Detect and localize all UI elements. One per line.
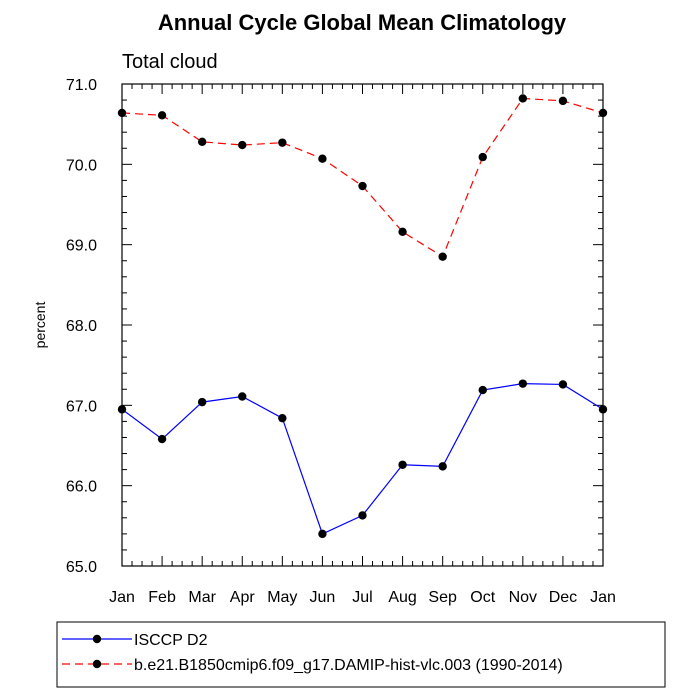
series-2-point [598, 108, 608, 118]
series-2-point [318, 154, 327, 163]
series-2-point [398, 227, 407, 237]
series-2-point [518, 94, 528, 103]
series-2-point [238, 140, 247, 150]
series-1-point [278, 413, 287, 423]
y-tick-label: 71.0 [66, 77, 97, 94]
series-2-point [278, 138, 287, 147]
y-tick-label: 66.0 [66, 479, 97, 496]
plot-frame [121, 83, 604, 567]
series-1-point [238, 392, 247, 401]
series-1-point [438, 462, 447, 471]
x-tick-label: Aug [388, 589, 416, 606]
y-tick-label: 69.0 [66, 238, 97, 255]
legend-label: ISCCP D2 [134, 632, 208, 649]
series-1-point [558, 380, 568, 389]
x-tick-label: Jan [590, 589, 616, 606]
x-tick-label: Apr [230, 589, 256, 606]
series-1-point [117, 405, 127, 414]
x-tick-label: Jan [109, 589, 135, 606]
y-tick-label: 68.0 [66, 318, 97, 335]
series-2-point [478, 152, 487, 162]
y-tick-label: 70.0 [66, 157, 97, 174]
legend-swatch-marker [92, 659, 102, 669]
series-2-point [117, 108, 127, 118]
x-tick-label: Jul [352, 589, 372, 606]
series-2-point [558, 96, 568, 106]
y-axis-label: percent [32, 302, 48, 349]
series-1-point [398, 460, 407, 469]
legend-swatch-marker [92, 634, 102, 644]
y-tick-label: 67.0 [66, 398, 97, 415]
series-1-point [478, 385, 487, 395]
legend-frame [56, 621, 666, 688]
series-2-line [121, 97, 604, 258]
series-1-point [157, 434, 167, 444]
x-tick-label: Mar [188, 589, 216, 606]
series-2-point [157, 111, 167, 120]
series-2-point [197, 137, 207, 147]
chart-title: Annual Cycle Global Mean Climatology [158, 10, 567, 35]
series-2-point [438, 252, 447, 261]
x-tick-label: Sep [428, 589, 457, 606]
x-tick-label: Feb [148, 589, 176, 606]
series-1-point [518, 379, 528, 388]
x-tick-label: Dec [549, 589, 577, 606]
x-tick-label: Nov [509, 589, 537, 606]
y-tick-label: 65.0 [66, 559, 97, 576]
plot-marks: Jan Feb Mar Apr May Jun Jul Aug Sep Oct Nov Dec Jan 6… [66, 77, 616, 606]
legend-label: b.e21.B1850cmip6.f09_g17.DAMIP-hist-vlc.… [134, 657, 563, 674]
series-2-point [358, 181, 367, 191]
series-1-point [598, 405, 608, 414]
series-1-point [318, 529, 327, 539]
series-1-point [197, 397, 207, 407]
x-tick-label: May [267, 589, 297, 606]
legend: ISCCP D2 b.e21.B1850cmip6.f09_g17.DAMIP-h… [62, 632, 563, 674]
x-tick-label: Jun [310, 589, 336, 606]
chart-subtitle: Total cloud [122, 51, 218, 73]
series-1-point [358, 511, 367, 520]
x-tick-label: Oct [470, 589, 495, 606]
